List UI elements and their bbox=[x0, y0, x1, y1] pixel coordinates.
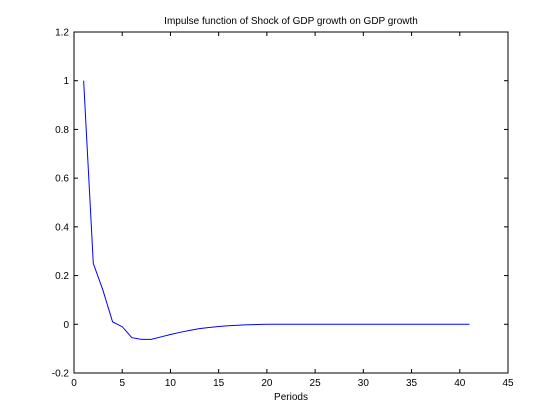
y-tick-label: 0.8 bbox=[55, 125, 69, 136]
y-tick-label: 0.4 bbox=[55, 222, 69, 233]
x-tick-label: 5 bbox=[119, 378, 125, 389]
plot-frame bbox=[73, 31, 509, 374]
x-tick-label: 20 bbox=[261, 378, 273, 389]
y-tick-label: 1.2 bbox=[55, 28, 69, 39]
y-tick-label: 0.2 bbox=[55, 271, 69, 282]
series-line bbox=[83, 80, 470, 340]
x-tick-label: 15 bbox=[213, 378, 225, 389]
y-tick-label: -0.2 bbox=[52, 369, 70, 380]
tick-marks bbox=[73, 31, 509, 374]
y-tick-labels: -0.2 0 0.2 0.4 0.6 0.8 1 1.2 bbox=[52, 28, 70, 380]
x-axis-label: Periods bbox=[274, 392, 308, 403]
x-tick-label: 30 bbox=[358, 378, 370, 389]
y-tick-label: 0 bbox=[63, 320, 69, 331]
x-tick-label: 25 bbox=[310, 378, 322, 389]
x-tick-label: 10 bbox=[165, 378, 177, 389]
x-tick-label: 0 bbox=[71, 378, 77, 389]
x-tick-labels: 0 5 10 15 20 25 30 35 40 45 bbox=[71, 378, 514, 389]
x-tick-label: 40 bbox=[454, 378, 466, 389]
x-tick-label: 35 bbox=[406, 378, 418, 389]
y-tick-label: 1 bbox=[63, 76, 69, 87]
y-tick-label: 0.6 bbox=[55, 174, 69, 185]
x-tick-label: 45 bbox=[502, 378, 514, 389]
chart-title: Impulse function of Shock of GDP growth … bbox=[164, 16, 418, 27]
